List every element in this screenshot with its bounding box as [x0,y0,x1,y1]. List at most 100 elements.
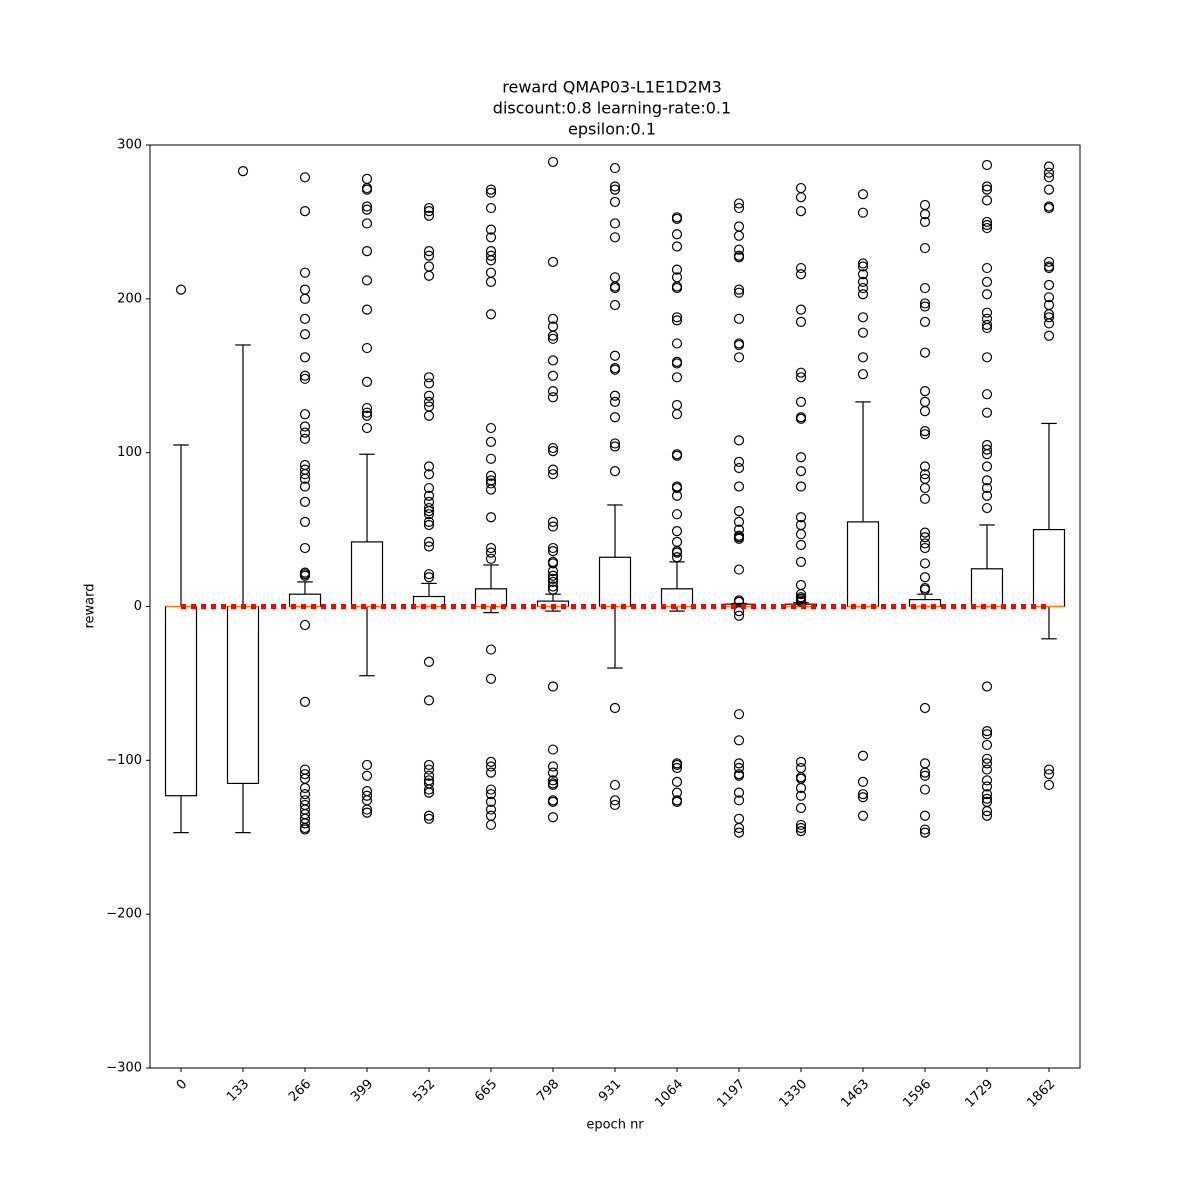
outlier [1043,779,1055,791]
outlier [857,369,869,380]
outlier [857,810,869,821]
outlier [361,407,373,418]
outlier [423,482,435,494]
outlier [795,192,807,203]
y-tick-label: 200 [117,291,142,306]
outlier [361,342,373,354]
outlier [733,198,745,209]
chart-subtitle: epsilon:0.1 [568,120,656,139]
outlier [795,269,807,280]
outlier [981,781,993,792]
outlier [299,570,311,581]
outlier [981,482,993,494]
outlier [299,409,311,420]
outlier [671,264,683,275]
outlier [981,444,993,455]
outlier [733,481,745,492]
outlier [361,759,373,771]
outlier [299,329,311,340]
outlier [919,199,931,211]
outlier [423,372,435,383]
outlier [733,352,745,363]
outlier [981,276,993,288]
outlier [919,558,931,569]
outlier [733,735,745,746]
outlier [857,261,869,272]
x-tick-label: 1862 [1024,1077,1058,1111]
outlier [423,784,435,795]
outlier [547,370,559,381]
outlier [795,589,807,600]
outlier [485,453,497,464]
outlier [795,790,807,801]
box [846,521,880,608]
outlier [919,426,931,437]
outlier [857,352,869,363]
outlier [1043,167,1055,178]
outlier [547,566,559,577]
outlier [1043,172,1055,183]
outlier [299,172,311,183]
x-tick-label: 1330 [776,1077,810,1111]
outlier [547,330,559,341]
outlier [919,282,931,294]
outlier [981,222,993,234]
outlier [981,789,993,800]
outlier [609,799,621,811]
outlier [547,464,559,475]
outlier [857,327,869,338]
outlier [733,244,745,255]
outlier [485,187,497,198]
outlier [299,293,311,304]
outlier [299,516,311,527]
outlier [1043,279,1055,291]
outlier [609,396,621,408]
outlier [857,282,869,294]
outlier [485,767,497,778]
outlier [299,352,311,363]
outlier [423,378,435,389]
outlier [795,556,807,567]
outlier [981,352,993,363]
outlier [981,810,993,821]
outlier [423,270,435,281]
outlier [733,787,745,798]
outlier [671,552,683,563]
outlier [423,461,435,472]
outlier [609,702,621,714]
outlier [547,469,559,480]
outlier [981,407,993,418]
outlier [1043,769,1055,780]
outlier [547,584,559,595]
outlier [919,827,931,838]
outlier [299,421,311,432]
outlier [671,490,683,501]
outlier [671,282,683,294]
y-tick-label: −100 [106,753,142,768]
outlier [795,262,807,274]
outlier [485,232,497,243]
outlier [609,466,621,477]
outlier [609,282,621,294]
outlier [919,316,931,328]
outlier [795,372,807,383]
outlier [423,656,435,667]
outlier [857,312,869,323]
outlier [733,202,745,214]
outlier [609,779,621,791]
outlier [485,784,497,795]
outlier [485,484,497,495]
outlier [547,581,559,592]
outlier [1043,256,1055,268]
box [660,588,694,608]
outlier [981,322,993,334]
outlier [671,450,683,461]
outlier [485,542,497,554]
outlier [485,250,497,261]
outlier [361,804,373,815]
outlier [919,810,931,821]
outlier [299,481,311,492]
outlier [485,276,497,288]
outlier [361,770,373,781]
y-tick-label: 300 [117,138,142,153]
